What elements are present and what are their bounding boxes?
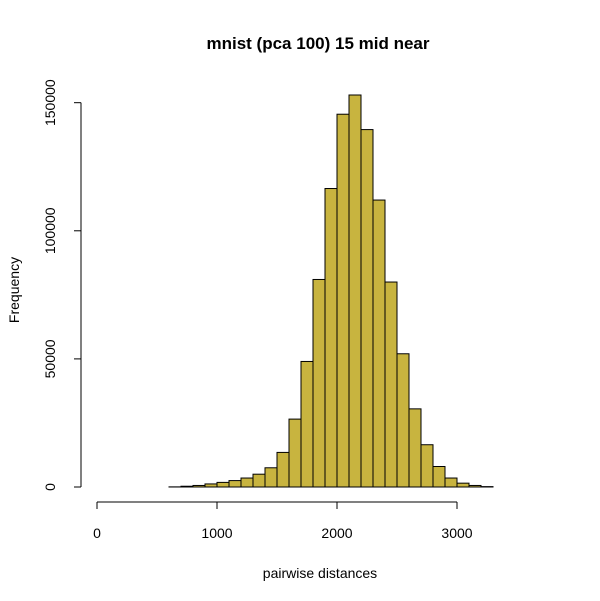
histogram-bar-20: [336, 113, 350, 488]
x-axis-label: pairwise distances: [263, 565, 377, 581]
histogram-bar-21: [348, 94, 362, 488]
histogram-bar-30: [456, 482, 470, 488]
histogram-bar-7: [180, 485, 194, 488]
histogram-bar-22: [360, 129, 374, 488]
histogram-bar-16: [288, 418, 302, 488]
x-tick-label-1: 1000: [201, 525, 232, 541]
histogram-bar-18: [312, 278, 326, 488]
x-tick-label-3: 3000: [441, 525, 472, 541]
y-tick-label-0: 0: [42, 483, 58, 491]
histogram-bar-26: [408, 408, 422, 488]
histogram-bar-24: [384, 281, 398, 488]
y-tick-label-1: 50000: [42, 339, 58, 378]
x-tick-label-0: 0: [93, 525, 101, 541]
histogram-bar-9: [204, 483, 218, 488]
chart-title: mnist (pca 100) 15 mid near: [207, 34, 430, 53]
histogram-bar-31: [468, 484, 482, 488]
bars-group: [168, 94, 494, 488]
histogram-bar-12: [240, 477, 254, 488]
histogram-bar-17: [300, 360, 314, 488]
histogram-bar-28: [432, 466, 446, 488]
histogram-bar-19: [324, 188, 338, 488]
y-tick-label-2: 100000: [42, 207, 58, 254]
histogram-bar-29: [444, 477, 458, 488]
histogram-bar-23: [372, 199, 386, 488]
x-tick-label-2: 2000: [321, 525, 352, 541]
x-axis: 0 1000 2000 3000: [93, 501, 473, 541]
y-axis-label: Frequency: [6, 257, 22, 323]
histogram-bar-15: [276, 451, 290, 488]
histogram-bar-25: [396, 353, 410, 488]
y-tick-label-3: 150000: [42, 79, 58, 126]
histogram-bar-14: [264, 467, 278, 488]
histogram-bar-11: [228, 480, 242, 488]
histogram-bar-10: [216, 481, 230, 488]
y-axis: 0 50000 100000 150000: [42, 79, 82, 491]
histogram-bar-13: [252, 473, 266, 488]
histogram-bar-27: [420, 444, 434, 488]
histogram-bar-8: [192, 484, 206, 488]
